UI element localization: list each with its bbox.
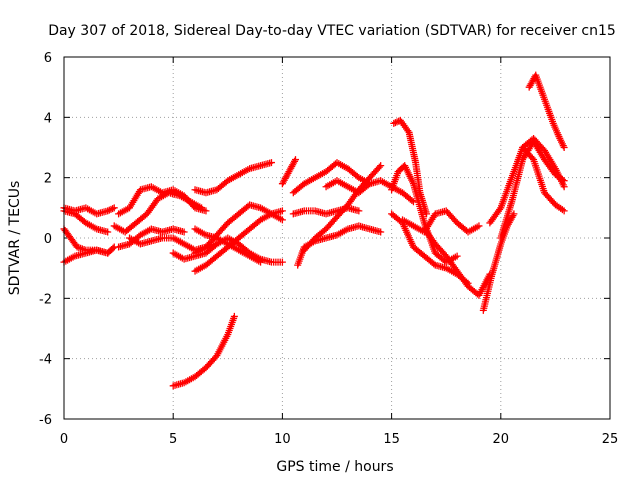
y-tick-labels: -6 -4 -2 0 2 4 6 bbox=[39, 51, 52, 428]
x-tick-label: 15 bbox=[383, 432, 400, 447]
series-track-6 bbox=[115, 183, 210, 218]
data-point bbox=[104, 207, 112, 215]
data-point bbox=[408, 197, 416, 205]
data-point bbox=[110, 204, 118, 212]
data-point bbox=[453, 252, 461, 260]
x-axis-label: GPS time / hours bbox=[276, 459, 393, 475]
y-tick-label: 4 bbox=[44, 111, 52, 126]
x-tick-label: 20 bbox=[493, 432, 510, 447]
x-tick-labels: 0 5 10 15 20 25 bbox=[60, 432, 618, 447]
data-point bbox=[180, 228, 188, 236]
y-tick-label: -6 bbox=[39, 413, 52, 428]
series-track-7 bbox=[115, 225, 188, 251]
data-point bbox=[390, 119, 398, 127]
data-point bbox=[377, 228, 385, 236]
data-point bbox=[202, 207, 210, 215]
data-point bbox=[267, 159, 275, 167]
data-point bbox=[560, 183, 568, 191]
y-axis-label: SDTVAR / TECUs bbox=[7, 181, 23, 296]
data-point bbox=[528, 154, 536, 162]
y-tick-label: 0 bbox=[44, 232, 52, 247]
x-tick-label: 5 bbox=[169, 432, 177, 447]
data-point bbox=[560, 144, 568, 151]
data-point bbox=[423, 210, 431, 218]
data-point bbox=[109, 244, 117, 252]
series-track-16 bbox=[289, 159, 374, 197]
series-track-25 bbox=[420, 225, 494, 299]
series-track-21 bbox=[390, 116, 431, 218]
chart-title: Day 307 of 2018, Sidereal Day-to-day VTE… bbox=[48, 23, 616, 39]
series-track-2 bbox=[60, 204, 118, 218]
x-tick-label: 10 bbox=[274, 432, 291, 447]
y-tick-label: -2 bbox=[39, 292, 52, 307]
data-point bbox=[278, 216, 286, 224]
data-point bbox=[377, 162, 385, 170]
data-series bbox=[60, 71, 568, 390]
series-track-29 bbox=[519, 144, 568, 215]
plot-frame bbox=[63, 56, 611, 420]
series-track-15 bbox=[278, 156, 300, 188]
data-point bbox=[560, 207, 568, 215]
series-track-13 bbox=[191, 159, 275, 197]
data-point bbox=[475, 222, 483, 230]
data-point bbox=[105, 206, 113, 214]
data-point bbox=[278, 258, 286, 266]
data-point bbox=[107, 205, 115, 213]
data-point bbox=[104, 228, 112, 236]
data-point bbox=[496, 206, 504, 214]
series-track-12 bbox=[191, 201, 286, 257]
x-tick-label: 25 bbox=[602, 432, 619, 447]
data-point bbox=[230, 312, 238, 320]
data-point bbox=[292, 156, 300, 164]
data-point bbox=[375, 163, 383, 171]
series-track-30 bbox=[525, 71, 568, 151]
y-tick-label: -4 bbox=[39, 353, 52, 368]
x-tick-label: 0 bbox=[60, 432, 68, 447]
data-point bbox=[257, 258, 265, 266]
data-point bbox=[109, 205, 117, 213]
series-track-28 bbox=[497, 137, 568, 242]
data-point bbox=[278, 207, 286, 215]
series-track-11 bbox=[191, 225, 265, 266]
y-tick-label: 6 bbox=[44, 51, 52, 66]
series-track-26 bbox=[479, 210, 518, 314]
y-tick-label: 2 bbox=[44, 172, 52, 187]
data-point bbox=[391, 119, 399, 127]
data-point bbox=[355, 207, 363, 215]
data-point bbox=[560, 177, 568, 185]
series-track-14 bbox=[169, 312, 238, 390]
